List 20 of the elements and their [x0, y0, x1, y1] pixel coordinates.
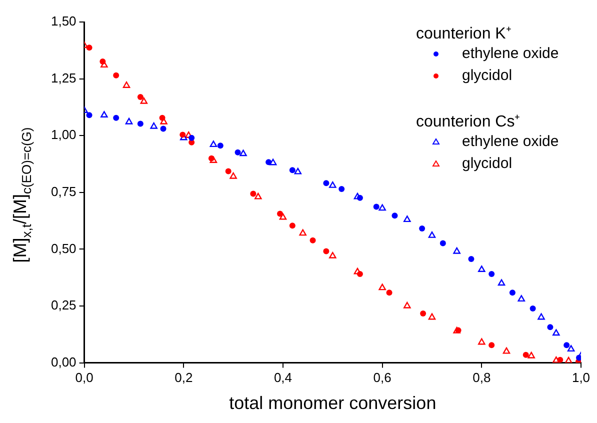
y-tick-label: 1,00: [50, 127, 76, 142]
legend-label: ethylene oxide: [462, 45, 559, 62]
annotation: counterion Cs⁺: [416, 113, 520, 130]
legend-label: glycidol: [462, 155, 512, 172]
y-tick-label: 1,25: [50, 70, 76, 86]
x-tick-label: 0,6: [373, 370, 392, 386]
x-tick-label: 0,2: [174, 370, 193, 386]
y-tick-label: 1,50: [50, 14, 76, 29]
legend-label: ethylene oxide: [462, 133, 559, 150]
y-tick-label: 0,25: [50, 298, 76, 313]
x-tick-label: 1,0: [572, 370, 590, 386]
x-tick-label: 0,4: [274, 370, 292, 386]
legend-label: glycidol: [462, 67, 512, 84]
annotation: counterion K⁺: [416, 25, 511, 42]
y-tick-label: 0,50: [50, 240, 76, 256]
x-tick-label: 0,0: [75, 370, 94, 386]
x-axis-title: total monomer conversion: [229, 393, 436, 414]
y-tick-label: 0,75: [50, 184, 76, 199]
x-tick-label: 0,8: [472, 370, 491, 386]
y-tick-label: 0,00: [50, 354, 76, 370]
